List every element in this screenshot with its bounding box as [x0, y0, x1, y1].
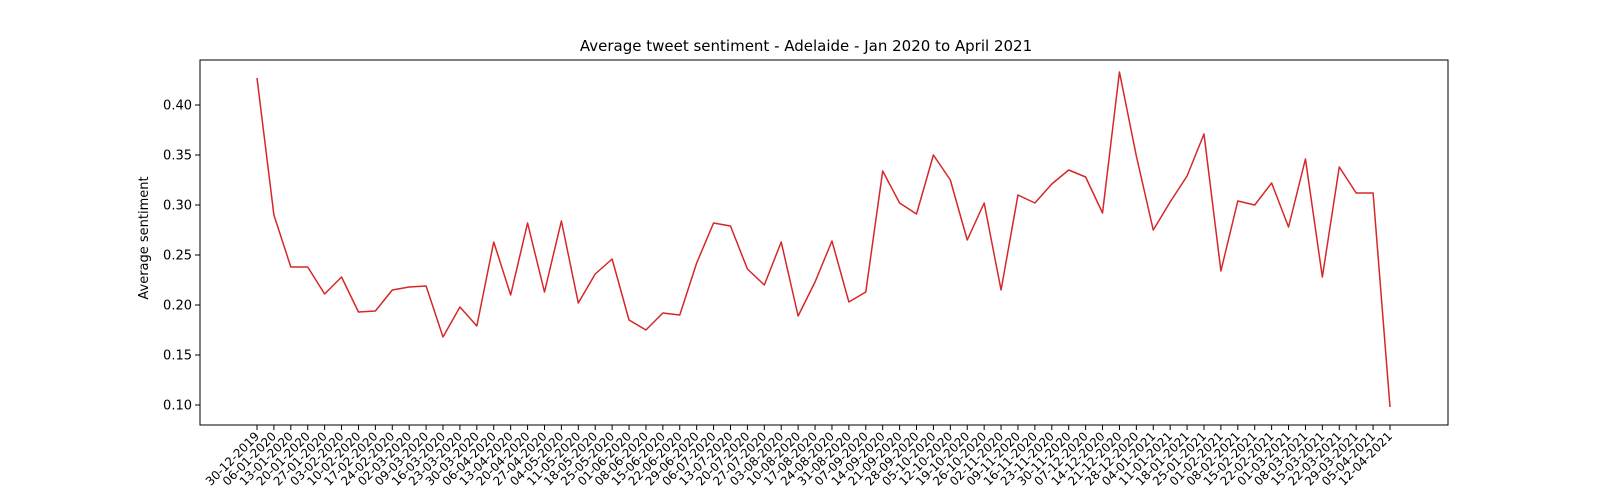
y-tick-label: 0.20 — [163, 299, 192, 314]
series-line — [257, 72, 1390, 407]
y-tick-label: 0.40 — [163, 99, 192, 114]
y-axis-label: Average sentiment — [137, 176, 152, 299]
y-axis: 0.10 0.15 0.20 0.25 0.30 0.35 0.40 — [163, 99, 200, 414]
y-tick-label: 0.25 — [163, 249, 192, 264]
y-tick-label: 0.35 — [163, 149, 192, 164]
x-axis: 30-12-201906-01-202013-01-202020-01-2020… — [203, 425, 1395, 488]
plot-frame — [200, 60, 1448, 425]
series-group — [257, 72, 1390, 407]
y-tick-label: 0.10 — [163, 399, 192, 414]
y-tick-label: 0.15 — [163, 349, 192, 364]
y-tick-label: 0.30 — [163, 199, 192, 214]
chart-title: Average tweet sentiment - Adelaide - Jan… — [580, 37, 1032, 55]
